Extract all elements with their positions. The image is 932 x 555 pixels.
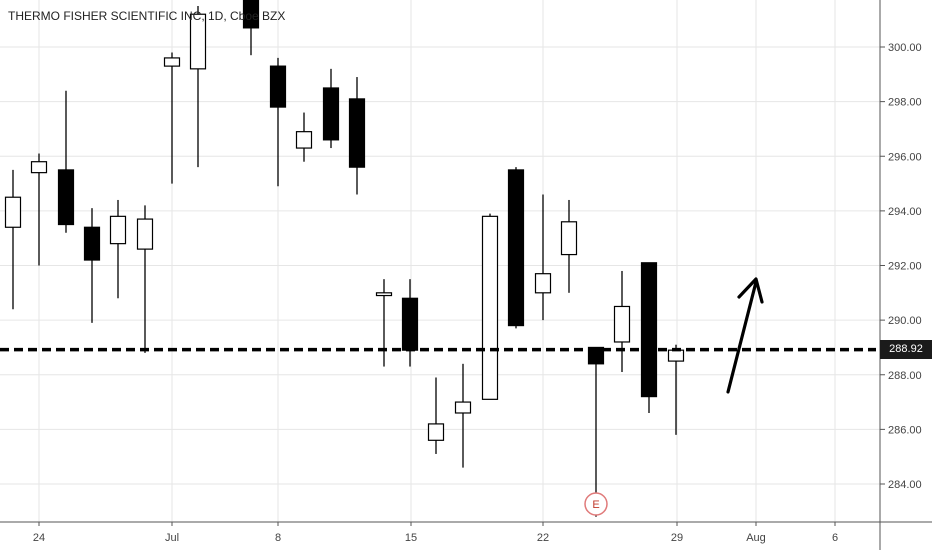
candle-body[interactable] [587,346,605,365]
x-tick-label: 15 [405,532,417,544]
candle-body[interactable] [481,215,499,400]
candle-body[interactable] [640,262,658,398]
candle-body[interactable] [83,226,101,261]
y-tick-label: 298.00 [888,97,922,109]
candle-body[interactable] [242,0,260,29]
candle-body[interactable] [322,87,340,141]
y-tick-label: 300.00 [888,42,922,54]
candle-body[interactable] [454,401,472,414]
earnings-marker[interactable] [584,492,608,516]
last-price-label: 288.92 [880,340,932,360]
y-tick-label: 286.00 [888,424,922,436]
x-tick-label: 24 [33,532,45,544]
x-tick-label: 6 [832,532,838,544]
candle-body[interactable] [560,221,578,256]
candle-body[interactable] [4,196,22,228]
candle-body[interactable] [427,423,445,441]
y-tick-label: 292.00 [888,261,922,273]
y-tick-label: 284.00 [888,479,922,491]
candle-body[interactable] [295,131,313,149]
candle-body[interactable] [348,98,366,168]
candle-body[interactable] [136,218,154,250]
x-tick-label: Jul [165,532,179,544]
candle-body[interactable] [534,273,552,294]
candle-body[interactable] [189,13,207,70]
arrow-head-icon [737,277,764,304]
y-tick-label: 296.00 [888,151,922,163]
y-tick-label: 290.00 [888,315,922,327]
x-tick-label: 29 [671,532,683,544]
y-tick-label: 294.00 [888,206,922,218]
candle-body[interactable] [401,297,419,351]
candle-body[interactable] [163,57,181,67]
chart-title: THERMO FISHER SCIENTIFIC INC, 1D, Cboe B… [8,9,286,23]
y-tick-label: 288.00 [888,370,922,382]
candle-body[interactable] [375,292,393,297]
candle-body[interactable] [30,161,48,174]
earnings-marker-label: E [592,499,599,511]
x-tick-label: 22 [537,532,549,544]
arrow-shaft [726,280,758,394]
candle-body[interactable] [667,349,685,362]
candle-body[interactable] [613,305,631,343]
candle-body[interactable] [57,169,75,226]
x-tick-label: 8 [275,532,281,544]
candle-body[interactable] [109,215,127,245]
candle-body[interactable] [507,169,525,327]
x-tick-label: Aug [746,532,766,544]
candle-body[interactable] [269,65,287,108]
